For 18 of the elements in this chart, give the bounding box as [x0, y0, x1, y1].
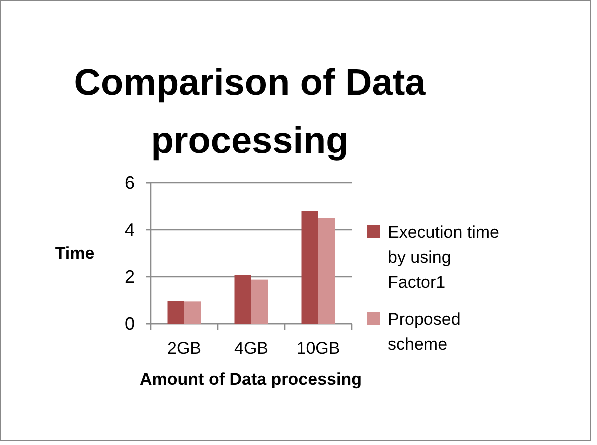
bar	[234, 275, 252, 324]
x-tick-label: 4GB	[234, 339, 269, 358]
bar	[184, 302, 202, 324]
x-tick-label: 2GB	[167, 339, 202, 358]
bar	[302, 211, 318, 324]
bar	[168, 301, 184, 324]
x-tick-label: 10GB	[296, 339, 340, 358]
y-tick-label: 0	[124, 314, 135, 334]
y-axis-title: Time	[55, 244, 95, 263]
legend-label: Proposed scheme	[388, 310, 461, 354]
y-tick-label: 2	[124, 266, 135, 287]
x-axis-title: Amount of Data processing	[140, 370, 362, 389]
bar	[252, 280, 268, 324]
chart-title: Comparison of Data processing	[74, 62, 426, 161]
legend-label: Execution time by using Factor1	[388, 223, 500, 292]
y-tick-label: 4	[124, 220, 135, 240]
bar	[318, 218, 336, 324]
y-tick-label: 6	[124, 172, 135, 193]
